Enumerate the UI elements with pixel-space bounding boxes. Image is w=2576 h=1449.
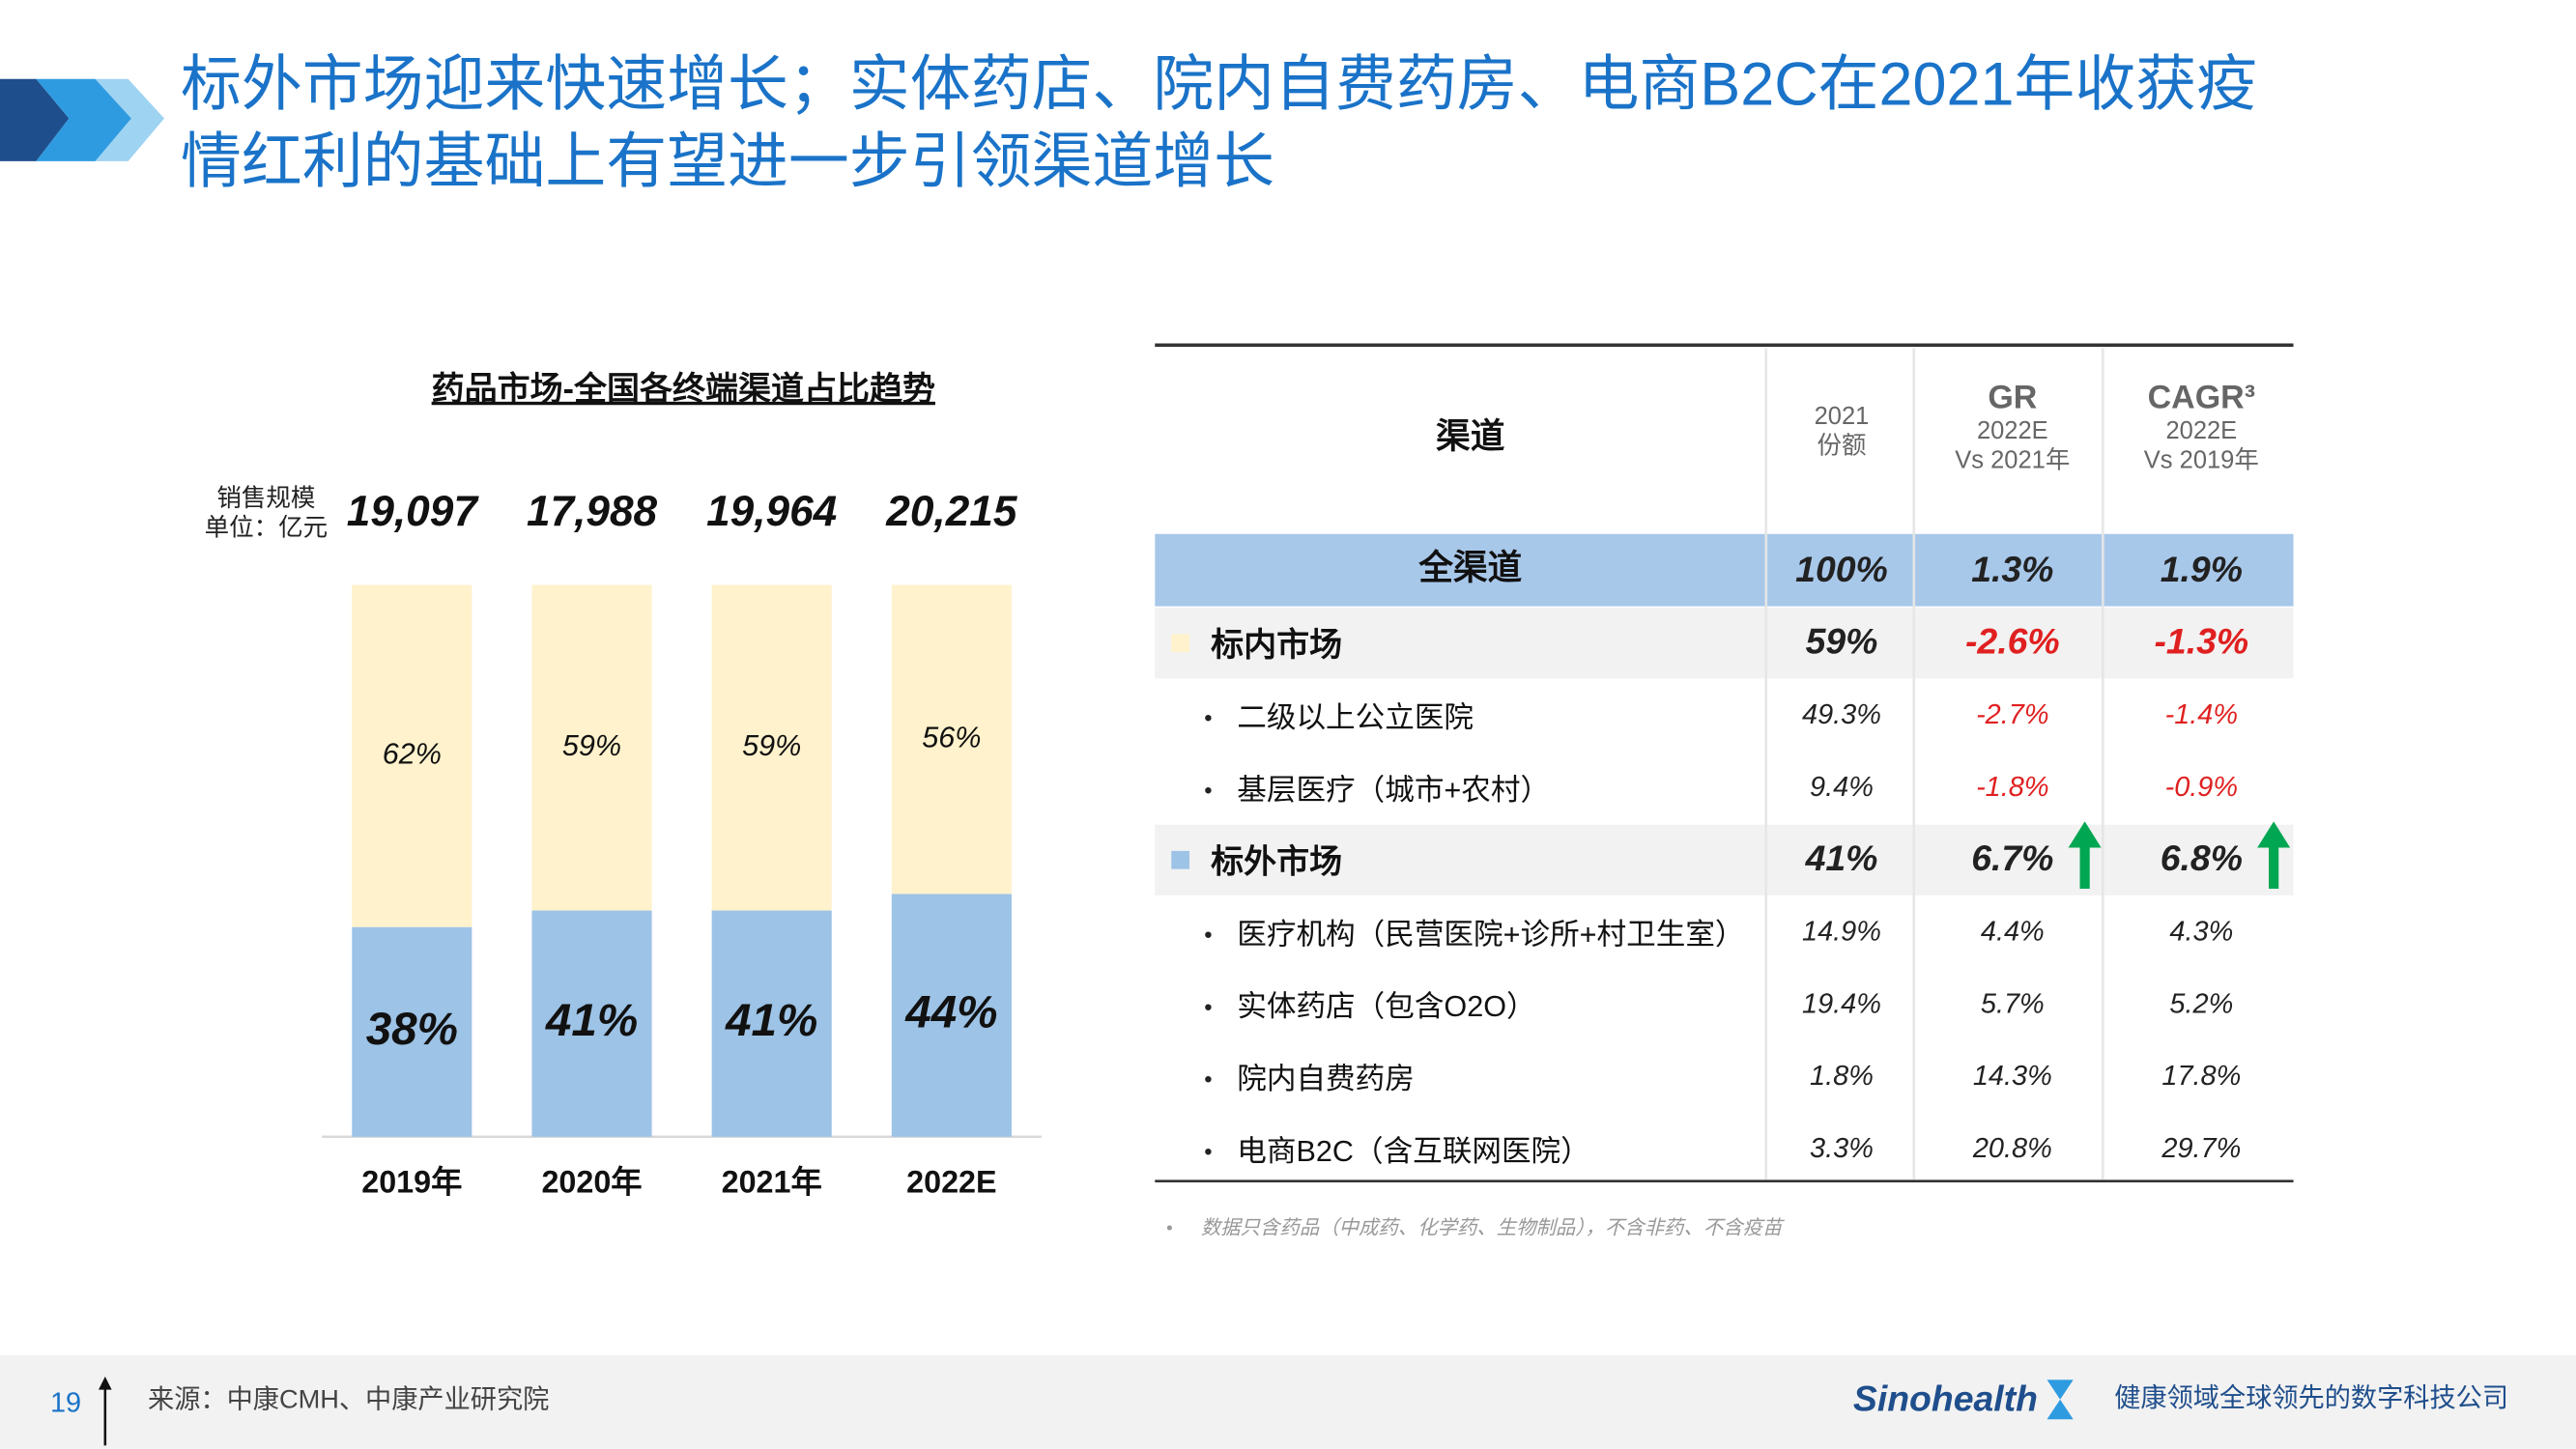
chevron bbox=[36, 78, 132, 161]
bar-segment bbox=[891, 584, 1012, 895]
chevron bbox=[95, 78, 165, 161]
bullet: • bbox=[1204, 1139, 1212, 1165]
total-label: 19,097 bbox=[347, 488, 480, 535]
x-tick-label: 2022E bbox=[906, 1165, 996, 1200]
row-label: 电商B2C（含互联网医院） bbox=[1237, 1135, 1589, 1168]
cell: 14.3% bbox=[1973, 1061, 2052, 1092]
row-label: 基层医疗（城市+农村） bbox=[1237, 774, 1550, 807]
header: CAGR³ bbox=[2148, 379, 2255, 415]
bullet: • bbox=[1204, 994, 1212, 1020]
footer-bg bbox=[0, 1354, 2576, 1449]
cell: 20.8% bbox=[1972, 1133, 2052, 1164]
legend-marker bbox=[1171, 850, 1189, 869]
arrow-head bbox=[99, 1377, 112, 1390]
col-dividers bbox=[1764, 348, 2104, 1179]
header: GR bbox=[1988, 379, 2037, 415]
value-label: 41% bbox=[545, 995, 638, 1046]
header: 2022E bbox=[2165, 417, 2237, 444]
cell: -0.9% bbox=[2165, 772, 2238, 803]
slogan: 健康领域全球领先的数字科技公司 bbox=[2114, 1382, 2508, 1412]
chart-title: 药品市场-全国各终端渠道占比趋势 bbox=[432, 370, 935, 408]
cell: 100% bbox=[1795, 549, 1888, 589]
cell: 9.4% bbox=[1810, 772, 1874, 803]
bullet: • bbox=[1166, 1217, 1173, 1237]
cell: 1.3% bbox=[1971, 549, 2053, 589]
cell: 1.9% bbox=[2161, 549, 2243, 589]
value-label: 59% bbox=[742, 729, 801, 762]
total-label: 20,215 bbox=[885, 488, 1018, 535]
cell: 19.4% bbox=[1802, 988, 1881, 1019]
row-label: 标内市场 bbox=[1211, 626, 1342, 664]
title: 标外市场迎来快速增长；实体药店、院内自费药房、电商B2C在2021年收获疫 bbox=[181, 51, 2257, 119]
cell: -1.8% bbox=[1976, 772, 2048, 803]
brand-mark bbox=[2046, 1379, 2074, 1420]
bar-segment bbox=[352, 926, 472, 1137]
axis-label: 单位：亿元 bbox=[205, 514, 329, 541]
title: 情红利的基础上有望进一步引领渠道增长 bbox=[181, 128, 1274, 196]
header: 份额 bbox=[1817, 432, 1866, 459]
bullet: • bbox=[1204, 705, 1212, 731]
bar-segment bbox=[711, 584, 832, 911]
header: 渠道 bbox=[1436, 417, 1505, 456]
cell: 59% bbox=[1806, 621, 1878, 662]
value-label: 44% bbox=[904, 987, 997, 1038]
bar-segment bbox=[531, 910, 652, 1137]
row-bg bbox=[1155, 533, 2294, 607]
cell: -2.7% bbox=[1976, 699, 2048, 730]
cell: 41% bbox=[1805, 838, 1878, 878]
bar-segment bbox=[711, 910, 832, 1137]
row-label: 全渠道 bbox=[1417, 549, 1522, 587]
axis-label: 销售规模 bbox=[216, 485, 315, 512]
source: 来源：中康CMH、中康产业研究院 bbox=[148, 1384, 549, 1414]
cell: 5.7% bbox=[1981, 988, 2045, 1019]
cell: 6.7% bbox=[1971, 838, 2053, 878]
up-arrows bbox=[2068, 821, 2291, 890]
row-label: 二级以上公立医院 bbox=[1237, 701, 1474, 734]
header: 2021 bbox=[1815, 403, 1870, 430]
bullet: • bbox=[1204, 923, 1212, 949]
cell: 5.2% bbox=[2169, 988, 2233, 1019]
cell: 4.3% bbox=[2169, 917, 2233, 948]
bar-segment bbox=[891, 894, 1012, 1137]
cell: 49.3% bbox=[1802, 699, 1881, 730]
value-label: 38% bbox=[366, 1004, 458, 1055]
cell: -2.6% bbox=[1965, 621, 2060, 662]
cell: 6.8% bbox=[2161, 838, 2243, 878]
header: Vs 2021年 bbox=[1955, 447, 2070, 474]
bar-segment bbox=[531, 584, 652, 911]
value-label: 41% bbox=[725, 995, 817, 1046]
bullet: • bbox=[1204, 1066, 1212, 1093]
row-label: 院内自费药房 bbox=[1237, 1063, 1415, 1095]
bullet: • bbox=[1204, 778, 1212, 804]
total-label: 19,964 bbox=[706, 488, 837, 535]
note: 数据只含药品（中成药、化学药、生物制品），不含非药、不含疫苗 bbox=[1201, 1216, 1785, 1238]
value-label: 59% bbox=[562, 729, 621, 762]
cell: -1.3% bbox=[2154, 621, 2248, 662]
x-tick-label: 2019年 bbox=[361, 1165, 462, 1200]
cell: 1.8% bbox=[1810, 1061, 1874, 1092]
value-label: 62% bbox=[383, 738, 442, 771]
header: 2022E bbox=[1977, 417, 2048, 444]
chevron bbox=[0, 78, 70, 161]
header: Vs 2019年 bbox=[2144, 447, 2259, 474]
cell: -1.4% bbox=[2165, 699, 2238, 730]
row-label: 标外市场 bbox=[1211, 843, 1342, 881]
cell: 14.9% bbox=[1802, 917, 1881, 948]
cell: 29.7% bbox=[2161, 1133, 2241, 1164]
legend-marker bbox=[1171, 634, 1189, 653]
row-label: 实体药店（包含O2O） bbox=[1237, 990, 1535, 1023]
brand: Sinohealth bbox=[1853, 1378, 2038, 1418]
bar-segment bbox=[352, 584, 472, 927]
cell: 17.8% bbox=[2161, 1061, 2241, 1092]
x-tick-label: 2020年 bbox=[541, 1165, 642, 1200]
page-number: 19 bbox=[50, 1388, 81, 1419]
cell: 4.4% bbox=[1981, 917, 2045, 948]
total-label: 17,988 bbox=[527, 488, 658, 535]
value-label: 56% bbox=[922, 722, 981, 754]
x-tick-label: 2021年 bbox=[722, 1165, 822, 1200]
row-label: 医疗机构（民营医院+诊所+村卫生室） bbox=[1237, 918, 1744, 951]
cell: 3.3% bbox=[1810, 1133, 1874, 1164]
